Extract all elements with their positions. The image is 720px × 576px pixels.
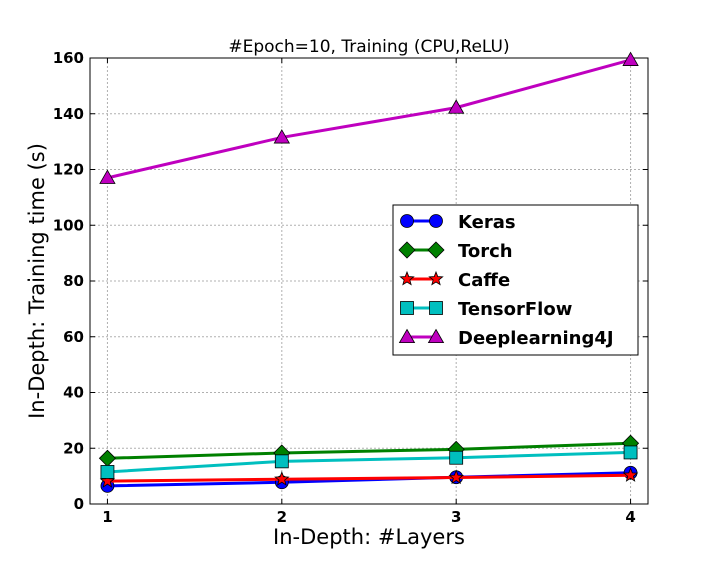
legend-marker-start [398,241,416,259]
legend-marker-start [400,301,414,315]
legend-item-tensorflow: TensorFlow [400,299,572,320]
data-point-caffe [448,469,464,485]
series-torch [98,434,640,467]
x-tick-label: 2 [277,508,287,526]
legend-marker-end [427,241,445,259]
x-tick-label: 4 [625,508,635,526]
y-tick-label: 0 [74,495,84,513]
legend-marker-end [427,328,445,344]
series-line-caffe [107,473,631,483]
y-tick-label: 60 [63,328,84,346]
legend-item-torch: Torch [398,241,513,262]
legend-label: Keras [458,212,516,233]
data-point-deeplearning4j [622,51,639,66]
y-axis-title: In-Depth: Training time (s) [25,143,49,419]
x-tick-label: 3 [451,508,461,526]
legend-label: Deeplearning4J [458,328,614,349]
legend-label: TensorFlow [458,299,572,320]
series-caffe [99,467,639,488]
chart-title: #Epoch=10, Training (CPU,ReLU) [228,37,509,57]
data-point-deeplearning4j [99,169,116,184]
legend-item-deeplearning4j: Deeplearning4J [398,328,614,349]
series-layer [98,51,640,493]
data-point-deeplearning4j [273,129,291,144]
x-tick-label: 1 [102,508,112,526]
data-point-tensorflow [623,445,638,460]
series-line-tensorflow [107,450,631,474]
data-point-tensorflow [449,450,464,465]
data-point-torch [98,449,117,467]
x-axis-title: In-Depth: #Layers [273,525,465,549]
data-point-caffe [274,471,290,486]
data-point-caffe [622,467,639,482]
y-tick-label: 100 [53,216,84,234]
legend-marker-end [429,301,443,315]
legend-marker-start [398,328,416,344]
series-deeplearning4j [99,51,639,184]
legend-label: Caffe [458,270,510,291]
axis-ticks: 0 20 40 60 80 100 120 140 160 1 2 3 4 [53,49,648,526]
y-tick-label: 120 [53,161,84,179]
data-point-caffe [99,473,116,488]
legend-item-keras: Keras [400,212,516,233]
legend-marker-end [428,270,444,286]
legend-label: Torch [458,241,513,262]
y-tick-label: 20 [63,439,84,457]
series-line-torch [107,441,631,460]
legend-marker-start [400,214,414,228]
legend-marker-start [399,270,415,286]
series-line-deeplearning4j [107,58,631,180]
legend-item-caffe: Caffe [399,270,510,291]
y-tick-label: 80 [63,272,84,290]
data-point-tensorflow [100,465,115,479]
data-point-tensorflow [274,454,289,469]
legend: Keras Torch Caffe TensorFlow Deeplearning4J [392,204,639,356]
y-tick-label: 40 [63,384,84,402]
series-tensorflow [100,445,638,479]
y-tick-label: 140 [53,105,84,123]
data-point-deeplearning4j [447,99,465,114]
legend-marker-end [429,214,443,228]
y-tick-label: 160 [53,49,84,67]
